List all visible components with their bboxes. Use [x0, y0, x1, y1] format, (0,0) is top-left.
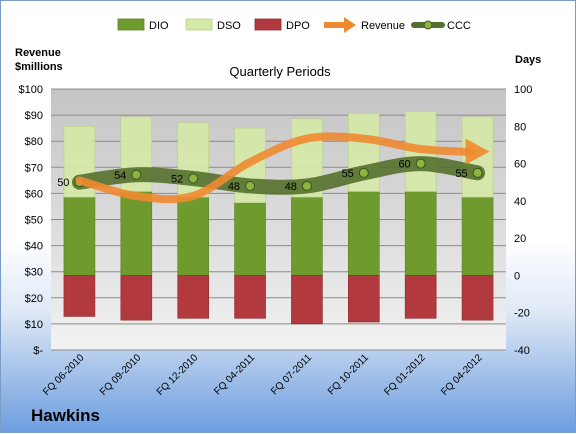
legend-label-ccc: CCC — [447, 20, 471, 32]
x-tick-label: FQ 06-2010 — [41, 352, 87, 398]
bar-dio — [177, 196, 209, 276]
bar-dpo — [177, 275, 209, 319]
legend-label-revenue: Revenue — [361, 20, 405, 32]
ccc-data-label: 48 — [285, 181, 297, 193]
left-tick-label: $20 — [25, 293, 43, 305]
x-axis-ticks: FQ 06-2010 FQ 09-2010 FQ 12-2010 FQ 04-2011… — [41, 352, 485, 398]
x-tick-label: FQ 01-2012 — [382, 352, 428, 398]
bar-dio — [461, 196, 494, 276]
ccc-data-label: 60 — [398, 159, 410, 171]
ccc-data-label: 48 — [228, 181, 240, 193]
right-axis-ticks: -40 -20 0 20 40 60 80 100 — [514, 84, 532, 357]
bar-dio — [63, 196, 96, 276]
right-tick-label: 100 — [514, 84, 532, 96]
right-tick-label: 0 — [514, 270, 520, 282]
bar-dpo — [404, 275, 437, 319]
legend-label-dpo: DPO — [286, 20, 310, 32]
revenue-line — [75, 132, 476, 204]
left-tick-label: $70 — [25, 162, 43, 174]
left-tick-label: $100 — [19, 84, 43, 96]
legend-label-dio: DIO — [149, 20, 169, 32]
right-tick-label: 20 — [514, 233, 526, 245]
chart-title: Quarterly Periods — [229, 64, 331, 79]
ccc-marker — [472, 167, 483, 178]
ccc-marker — [301, 180, 312, 191]
left-axis-title-line2: $millions — [15, 61, 63, 73]
ccc-marker — [188, 173, 199, 184]
bar-dio — [120, 191, 153, 276]
right-tick-label: 60 — [514, 159, 526, 171]
right-tick-label: 80 — [514, 121, 526, 133]
left-axis-ticks: $- $10 $20 $30 $40 $50 $60 $70 $80 $90 $100 — [19, 84, 44, 357]
x-tick-label: FQ 04-2012 — [439, 352, 485, 398]
left-tick-label: $50 — [25, 215, 43, 227]
ccc-data-label: 52 — [171, 173, 183, 185]
bar-dio — [291, 196, 323, 276]
lines-group — [71, 132, 490, 204]
bar-dpo — [234, 275, 266, 319]
legend-swatch-dso — [185, 18, 213, 31]
x-tick-label: FQ 04-2011 — [212, 352, 257, 397]
left-tick-label: $90 — [25, 110, 43, 122]
x-tick-label: FQ 12-2010 — [155, 352, 201, 398]
bar-dpo — [348, 275, 380, 323]
ccc-data-label: 50 — [57, 177, 69, 189]
bar-dpo — [291, 275, 323, 325]
right-axis-title: Days — [515, 54, 541, 66]
ccc-data-label: 55 — [455, 168, 467, 180]
ccc-marker — [245, 180, 256, 191]
left-tick-label: $- — [33, 345, 43, 357]
legend-swatch-dpo — [254, 18, 282, 31]
bar-dpo — [63, 275, 96, 317]
left-tick-label: $80 — [25, 136, 43, 148]
bar-dio — [348, 191, 380, 276]
legend-swatch-ccc-marker — [423, 20, 433, 30]
bar-dio — [234, 202, 266, 276]
bar-dpo — [120, 275, 153, 321]
legend-label-dso: DSO — [217, 20, 241, 32]
company-name: Hawkins — [31, 406, 100, 425]
ccc-marker — [358, 167, 369, 178]
x-tick-label: FQ 07-2011 — [269, 352, 314, 397]
right-tick-label: 40 — [514, 196, 526, 208]
left-axis-title-line1: Revenue — [15, 47, 61, 59]
x-tick-label: FQ 09-2010 — [98, 352, 144, 398]
left-tick-label: $10 — [25, 319, 43, 331]
legend-swatch-dio — [117, 18, 145, 31]
bar-dpo — [461, 275, 494, 321]
legend-swatch-revenue-head — [344, 17, 356, 33]
left-tick-label: $30 — [25, 267, 43, 279]
left-tick-label: $40 — [25, 241, 43, 253]
ccc-marker — [415, 158, 426, 169]
ccc-data-label: 54 — [114, 170, 126, 182]
right-tick-label: -40 — [514, 345, 530, 357]
left-tick-label: $60 — [25, 188, 43, 200]
legend: DIO DSO DPO Revenue CCC — [117, 17, 471, 33]
ccc-data-label: 55 — [342, 168, 354, 180]
right-tick-label: -20 — [514, 308, 530, 320]
revenue-arrowhead — [465, 138, 490, 165]
x-tick-label: FQ 10-2011 — [326, 352, 371, 397]
data-labels-group: 50 54 52 48 48 55 60 55 — [57, 159, 467, 193]
ccc-marker — [131, 169, 142, 180]
bar-dio — [404, 191, 437, 276]
